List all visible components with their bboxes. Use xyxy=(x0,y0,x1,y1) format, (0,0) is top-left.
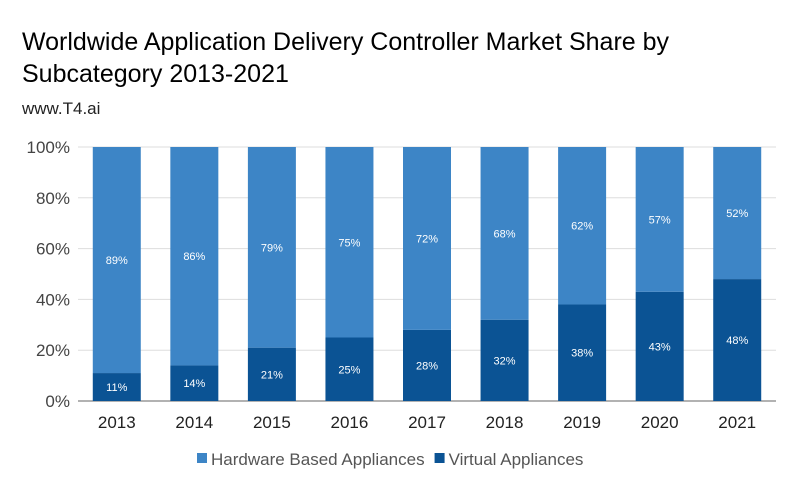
legend-label: Virtual Appliances xyxy=(449,450,584,469)
data-label: 62% xyxy=(571,221,593,233)
y-tick-label: 0% xyxy=(45,392,70,411)
data-label: 79% xyxy=(261,242,283,254)
bar-hardware-based-appliances xyxy=(558,147,607,305)
data-label: 89% xyxy=(106,255,128,267)
x-tick-label: 2015 xyxy=(253,413,291,432)
bar-hardware-based-appliances xyxy=(92,147,141,374)
bar-virtual-appliances xyxy=(713,279,762,401)
data-label: 21% xyxy=(261,369,283,381)
data-label: 14% xyxy=(183,378,205,390)
data-label: 48% xyxy=(726,335,748,347)
bar-hardware-based-appliances xyxy=(403,147,451,330)
bar-virtual-appliances xyxy=(480,319,529,401)
bar-hardware-based-appliances xyxy=(713,147,762,280)
legend-label: Hardware Based Appliances xyxy=(211,450,425,469)
x-tick-label: 2019 xyxy=(563,413,601,432)
bar-hardware-based-appliances xyxy=(170,147,219,366)
bar-virtual-appliances xyxy=(247,347,296,401)
y-tick-label: 80% xyxy=(36,189,70,208)
bar-hardware-based-appliances xyxy=(325,147,374,338)
bar-hardware-based-appliances xyxy=(247,147,296,348)
legend-swatch xyxy=(197,453,207,463)
x-tick-label: 2016 xyxy=(331,413,369,432)
bar-virtual-appliances xyxy=(635,291,684,401)
data-label: 11% xyxy=(106,382,127,394)
data-label: 75% xyxy=(338,237,360,249)
x-tick-label: 2014 xyxy=(175,413,213,432)
data-label: 25% xyxy=(338,364,360,376)
y-tick-label: 40% xyxy=(36,290,70,309)
bar-virtual-appliances xyxy=(558,304,607,401)
legend-swatch xyxy=(434,453,445,463)
x-tick-label: 2021 xyxy=(718,413,756,432)
data-label: 72% xyxy=(416,233,438,245)
bar-virtual-appliances xyxy=(92,373,141,401)
data-label: 28% xyxy=(416,360,438,372)
data-label: 57% xyxy=(649,214,671,226)
bar-virtual-appliances xyxy=(403,329,451,401)
bar-hardware-based-appliances xyxy=(480,147,529,320)
y-tick-label: 20% xyxy=(36,341,70,360)
bar-virtual-appliances xyxy=(325,337,374,401)
x-tick-label: 2013 xyxy=(98,413,136,432)
data-label: 52% xyxy=(726,208,748,220)
data-label: 68% xyxy=(494,228,516,240)
data-label: 86% xyxy=(183,251,205,263)
x-tick-label: 2018 xyxy=(486,413,524,432)
x-tick-label: 2017 xyxy=(408,413,446,432)
data-label: 43% xyxy=(649,341,671,353)
bar-virtual-appliances xyxy=(170,365,219,401)
chart-title-line-1: Worldwide Application Delivery Controlle… xyxy=(22,28,670,56)
data-label: 32% xyxy=(494,355,516,367)
y-tick-label: 100% xyxy=(27,138,70,157)
bar-hardware-based-appliances xyxy=(635,147,684,292)
data-label: 38% xyxy=(571,348,593,360)
chart-subtitle: www.T4.ai xyxy=(21,99,100,118)
chart-title-line-2: Subcategory 2013-2021 xyxy=(22,60,289,88)
x-tick-label: 2020 xyxy=(641,413,679,432)
y-tick-label: 60% xyxy=(36,240,70,259)
